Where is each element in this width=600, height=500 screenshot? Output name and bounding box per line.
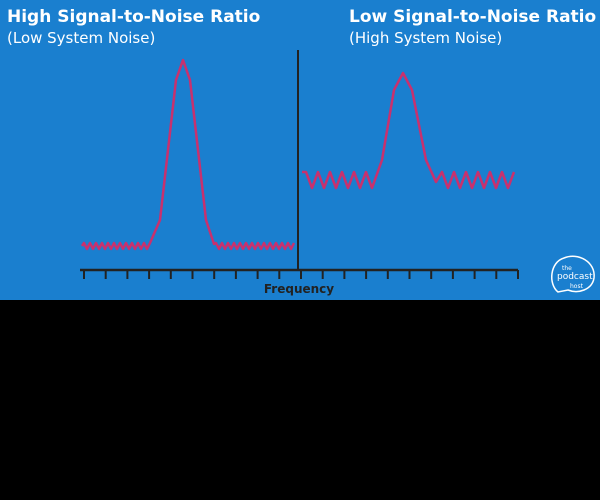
axis-label: Frequency bbox=[264, 282, 334, 296]
wave-right bbox=[302, 71, 516, 190]
logo-text: podcast bbox=[557, 272, 593, 282]
logo-bubble bbox=[551, 255, 595, 293]
logo-text: host bbox=[570, 283, 584, 290]
ticks bbox=[83, 270, 519, 279]
right-subtitle: (High System Noise) bbox=[349, 29, 502, 47]
left-subtitle: (Low System Noise) bbox=[7, 29, 155, 47]
wave-left bbox=[80, 58, 296, 251]
logo: the podcast host bbox=[551, 255, 595, 293]
left-title: High Signal-to-Noise Ratio bbox=[7, 7, 260, 27]
right-title: Low Signal-to-Noise Ratio bbox=[349, 7, 596, 27]
panel bbox=[0, 0, 600, 300]
logo-text: the bbox=[562, 265, 572, 272]
